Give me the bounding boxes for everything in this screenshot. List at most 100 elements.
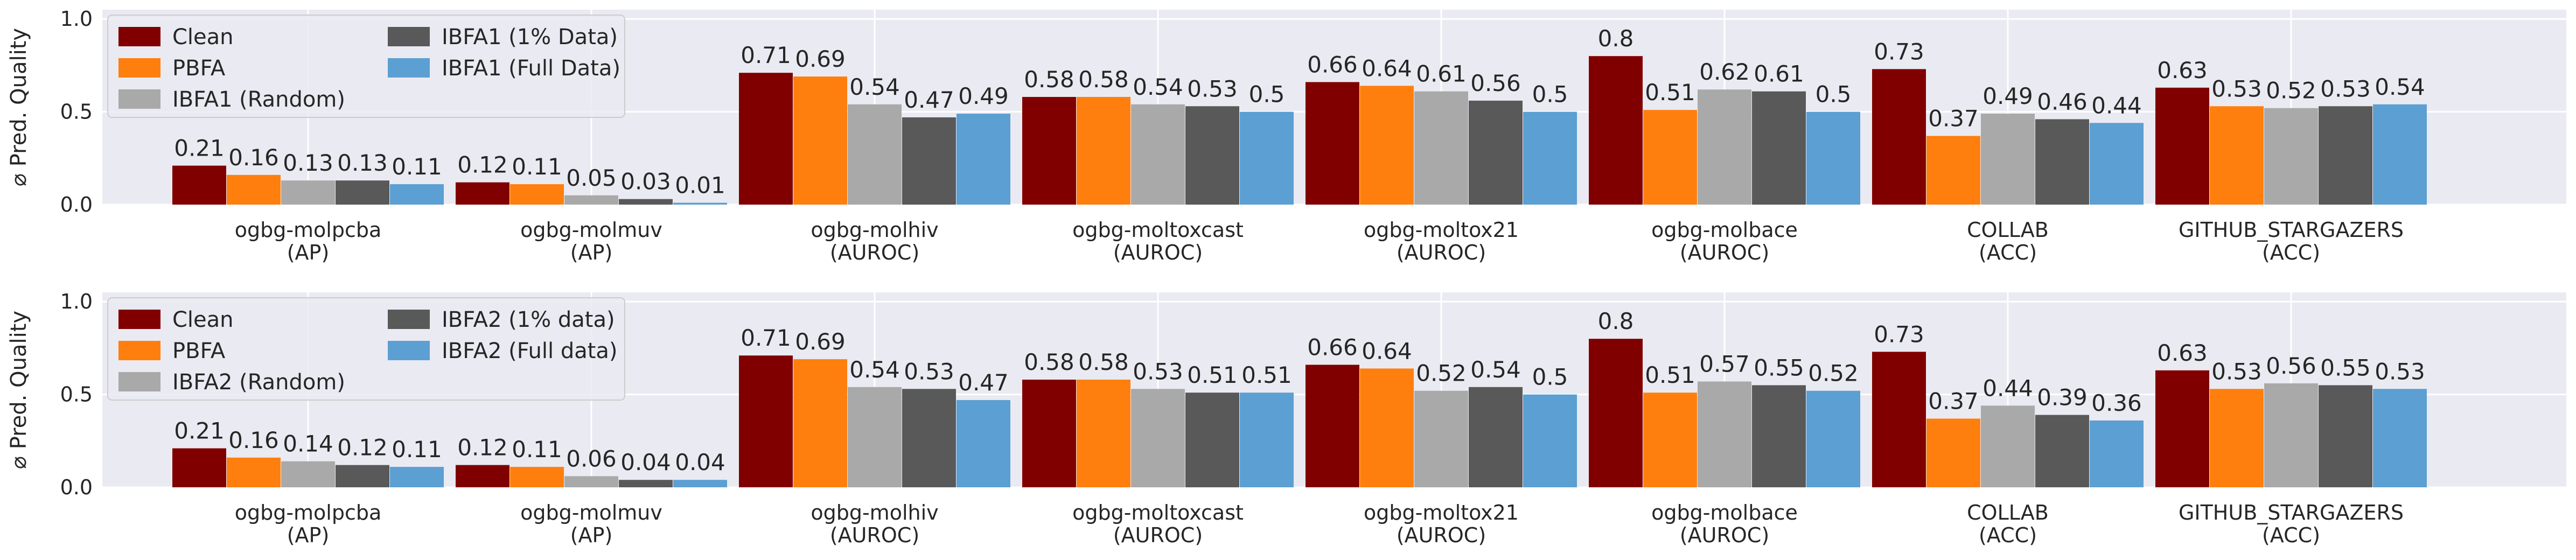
x-tick-label: GITHUB_STARGAZERS bbox=[2179, 501, 2404, 524]
bar-ibfa1-random- bbox=[281, 180, 335, 205]
bar-ibfa1-1-data- bbox=[2035, 119, 2089, 205]
x-tick-label: COLLAB bbox=[1967, 501, 2049, 524]
bar-value-label: 0.53 bbox=[2211, 358, 2262, 384]
bar-ibfa2-random- bbox=[1981, 405, 2035, 487]
bar-ibfa2-full-data- bbox=[2373, 389, 2427, 487]
legend-frame bbox=[107, 297, 625, 401]
legend-entry: PBFA bbox=[172, 56, 226, 81]
bar-pbfa bbox=[1926, 418, 1980, 487]
legend-frame bbox=[107, 15, 625, 118]
bar-value-label: 0.8 bbox=[1598, 25, 1634, 52]
bar-value-label: 0.11 bbox=[512, 436, 562, 463]
y-axis-label: ⌀ Pred. Quality bbox=[6, 311, 31, 469]
bar-ibfa1-1-data- bbox=[1752, 91, 1806, 205]
bar-value-label: 0.11 bbox=[392, 153, 442, 180]
x-tick-metric-label: (AUROC) bbox=[1397, 241, 1486, 264]
bar-value-label: 0.53 bbox=[1133, 358, 1183, 384]
bar-ibfa1-1-data- bbox=[902, 117, 956, 205]
bar-ibfa1-1-data- bbox=[619, 199, 673, 205]
bar-clean bbox=[1306, 365, 1359, 487]
x-tick-label: ogbg-molpcba bbox=[235, 218, 382, 242]
y-tick-label: 0.5 bbox=[60, 383, 93, 407]
bar-value-label: 0.5 bbox=[1816, 81, 1852, 108]
bar-pbfa bbox=[1643, 110, 1697, 205]
bar-clean bbox=[456, 465, 509, 487]
bar-value-label: 0.52 bbox=[2266, 78, 2316, 104]
bar-value-label: 0.53 bbox=[2211, 75, 2262, 102]
x-tick-label: ogbg-moltox21 bbox=[1364, 501, 1519, 524]
bar-clean bbox=[172, 448, 226, 487]
x-tick-metric-label: (ACC) bbox=[2262, 523, 2320, 547]
legend: Clean PBFA IBFA2 (Random) IBFA2 (1% data) IB… bbox=[107, 297, 625, 401]
bar-value-label: 0.13 bbox=[283, 150, 333, 176]
bar-value-label: 0.11 bbox=[392, 436, 442, 463]
bar-value-label: 0.73 bbox=[1874, 38, 1924, 65]
bar-ibfa1-random- bbox=[1414, 91, 1468, 205]
bar-value-label: 0.12 bbox=[337, 435, 388, 461]
y-tick-label: 1.0 bbox=[60, 290, 93, 313]
bar-pbfa bbox=[2210, 106, 2264, 205]
bar-value-label: 0.51 bbox=[1187, 362, 1238, 388]
bar-value-label: 0.01 bbox=[675, 172, 725, 199]
bar-value-label: 0.21 bbox=[174, 418, 225, 444]
x-tick-label: ogbg-molhiv bbox=[811, 218, 938, 242]
bar-value-label: 0.16 bbox=[228, 144, 279, 171]
y-tick-label: 1.0 bbox=[60, 7, 93, 31]
bar-pbfa bbox=[227, 174, 281, 205]
x-tick-metric-label: (AP) bbox=[570, 241, 613, 264]
legend-swatch bbox=[388, 341, 430, 360]
bar-clean bbox=[1022, 380, 1076, 487]
x-tick-metric-label: (AUROC) bbox=[1397, 523, 1486, 547]
bar-value-label: 0.46 bbox=[2037, 88, 2088, 115]
bar-pbfa bbox=[510, 467, 564, 487]
bar-ibfa1-1-data- bbox=[1469, 100, 1523, 205]
x-tick-label: ogbg-moltox21 bbox=[1364, 218, 1519, 242]
y-tick-label: 0.5 bbox=[60, 100, 93, 124]
bar-value-label: 0.36 bbox=[2091, 390, 2142, 416]
bar-value-label: 0.51 bbox=[1645, 79, 1695, 106]
bar-clean bbox=[1589, 56, 1643, 205]
bar-value-label: 0.39 bbox=[2037, 384, 2088, 411]
x-tick-metric-label: (AP) bbox=[287, 523, 330, 547]
bar-ibfa1-full-data- bbox=[673, 202, 727, 205]
bar-pbfa bbox=[2210, 389, 2264, 487]
bar-ibfa1-random- bbox=[848, 104, 902, 205]
bar-value-label: 0.69 bbox=[795, 328, 846, 355]
bar-value-label: 0.54 bbox=[849, 356, 900, 383]
bar-ibfa2-random- bbox=[564, 476, 618, 487]
bar-clean bbox=[1589, 339, 1643, 487]
bar-ibfa1-random- bbox=[2264, 108, 2318, 205]
bar-pbfa bbox=[793, 76, 847, 205]
bar-value-label: 0.58 bbox=[1078, 349, 1129, 375]
bar-ibfa1-full-data- bbox=[2373, 104, 2427, 205]
bar-value-label: 0.44 bbox=[2091, 92, 2142, 118]
legend-swatch bbox=[118, 341, 160, 360]
x-tick-metric-label: (AUROC) bbox=[830, 523, 919, 547]
bar-ibfa2-random- bbox=[848, 387, 902, 487]
x-tick-metric-label: (AUROC) bbox=[1113, 523, 1203, 547]
bar-value-label: 0.54 bbox=[849, 74, 900, 100]
x-tick-label: ogbg-molmuv bbox=[520, 218, 662, 242]
bar-ibfa2-1-data- bbox=[619, 480, 673, 487]
bar-value-label: 0.53 bbox=[904, 358, 954, 384]
bar-value-label: 0.04 bbox=[675, 449, 725, 475]
bar-value-label: 0.54 bbox=[1470, 356, 1521, 383]
x-tick-metric-label: (ACC) bbox=[2262, 241, 2320, 264]
bar-ibfa1-full-data- bbox=[390, 184, 444, 205]
x-tick-label: ogbg-molbace bbox=[1651, 218, 1798, 242]
legend-swatch bbox=[388, 58, 430, 78]
bar-ibfa1-random- bbox=[564, 195, 618, 205]
bar-value-label: 0.52 bbox=[1808, 360, 1859, 387]
bar-value-label: 0.66 bbox=[1307, 51, 1358, 78]
bar-ibfa1-full-data- bbox=[957, 114, 1010, 205]
bar-value-label: 0.16 bbox=[228, 427, 279, 453]
bar-clean bbox=[1306, 82, 1359, 205]
bar-value-label: 0.55 bbox=[1754, 354, 1804, 381]
bar-ibfa2-full-data- bbox=[1806, 390, 1860, 487]
bar-value-label: 0.12 bbox=[457, 435, 508, 461]
legend-entry: IBFA2 (Random) bbox=[172, 370, 345, 395]
bar-pbfa bbox=[1077, 380, 1130, 487]
bar-value-label: 0.52 bbox=[1416, 360, 1467, 387]
x-tick-metric-label: (AP) bbox=[287, 241, 330, 264]
bar-value-label: 0.03 bbox=[620, 169, 671, 195]
